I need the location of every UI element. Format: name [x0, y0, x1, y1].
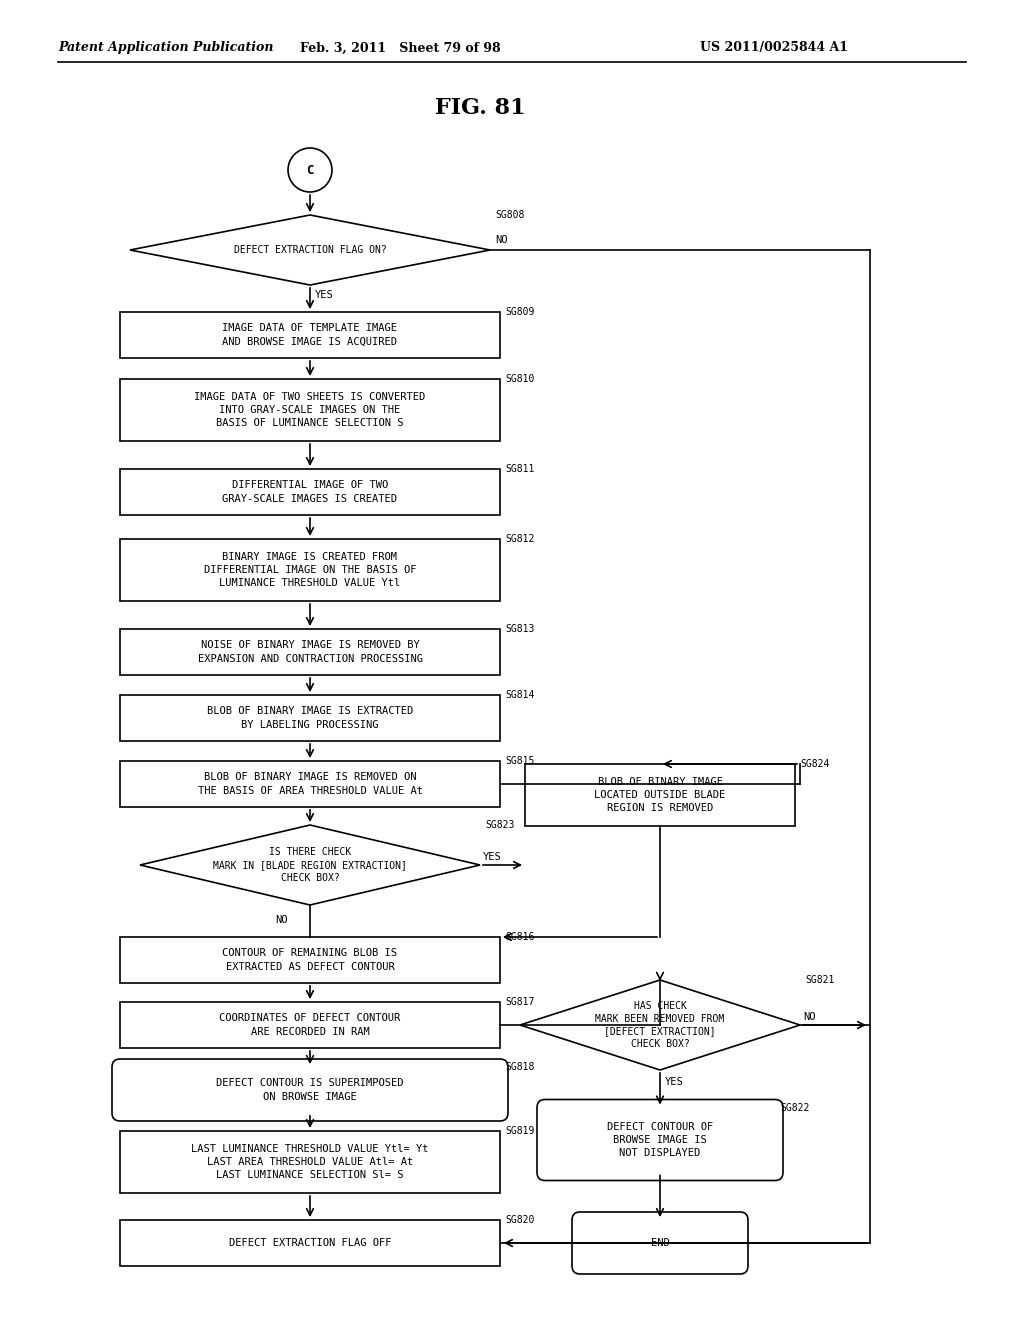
Bar: [120, 1002, 500, 1048]
Text: Patent Application Publication: Patent Application Publication: [58, 41, 273, 54]
Text: IS THERE CHECK
MARK IN [BLADE REGION EXTRACTION]
CHECK BOX?: IS THERE CHECK MARK IN [BLADE REGION EXT…: [213, 847, 407, 883]
Text: SG816: SG816: [505, 932, 535, 942]
Circle shape: [288, 148, 332, 191]
Bar: [120, 379, 500, 441]
Text: NO: NO: [803, 1012, 815, 1022]
Text: SG813: SG813: [505, 624, 535, 634]
Text: YES: YES: [483, 851, 502, 862]
Text: SG819: SG819: [505, 1126, 535, 1137]
Polygon shape: [130, 215, 490, 285]
Text: NO: NO: [495, 235, 508, 246]
Text: NOISE OF BINARY IMAGE IS REMOVED BY
EXPANSION AND CONTRACTION PROCESSING: NOISE OF BINARY IMAGE IS REMOVED BY EXPA…: [198, 640, 423, 664]
Text: SG815: SG815: [505, 756, 535, 766]
Bar: [525, 764, 795, 826]
Text: SG823: SG823: [485, 820, 514, 830]
Text: NO: NO: [275, 915, 288, 925]
Bar: [120, 539, 500, 601]
Text: YES: YES: [665, 1077, 684, 1086]
Bar: [120, 937, 500, 983]
Text: HAS CHECK
MARK BEEN REMOVED FROM
[DEFECT EXTRACTION]
CHECK BOX?: HAS CHECK MARK BEEN REMOVED FROM [DEFECT…: [595, 1001, 725, 1049]
Text: BINARY IMAGE IS CREATED FROM
DIFFERENTIAL IMAGE ON THE BASIS OF
LUMINANCE THRESH: BINARY IMAGE IS CREATED FROM DIFFERENTIA…: [204, 552, 416, 589]
Text: BLOB OF BINARY IMAGE
LOCATED OUTSIDE BLADE
REGION IS REMOVED: BLOB OF BINARY IMAGE LOCATED OUTSIDE BLA…: [594, 776, 726, 813]
Text: DEFECT CONTOUR OF
BROWSE IMAGE IS
NOT DISPLAYED: DEFECT CONTOUR OF BROWSE IMAGE IS NOT DI…: [607, 1122, 713, 1158]
Text: C: C: [306, 164, 313, 177]
Text: DEFECT CONTOUR IS SUPERIMPOSED
ON BROWSE IMAGE: DEFECT CONTOUR IS SUPERIMPOSED ON BROWSE…: [216, 1078, 403, 1102]
FancyBboxPatch shape: [572, 1212, 748, 1274]
Text: SG817: SG817: [505, 997, 535, 1007]
Text: COORDINATES OF DEFECT CONTOUR
ARE RECORDED IN RAM: COORDINATES OF DEFECT CONTOUR ARE RECORD…: [219, 1014, 400, 1036]
Text: SG822: SG822: [780, 1104, 809, 1113]
Polygon shape: [520, 979, 800, 1071]
Text: DEFECT EXTRACTION FLAG OFF: DEFECT EXTRACTION FLAG OFF: [228, 1238, 391, 1247]
Polygon shape: [140, 825, 480, 906]
Text: SG820: SG820: [505, 1214, 535, 1225]
Bar: [120, 1131, 500, 1193]
Text: YES: YES: [315, 290, 334, 300]
Text: SG824: SG824: [800, 759, 829, 770]
Text: US 2011/0025844 A1: US 2011/0025844 A1: [700, 41, 848, 54]
Text: DIFFERENTIAL IMAGE OF TWO
GRAY-SCALE IMAGES IS CREATED: DIFFERENTIAL IMAGE OF TWO GRAY-SCALE IMA…: [222, 480, 397, 504]
Text: SG821: SG821: [805, 975, 835, 985]
Text: SG808: SG808: [495, 210, 524, 220]
Text: FIG. 81: FIG. 81: [434, 96, 525, 119]
Bar: [120, 1220, 500, 1266]
Text: SG810: SG810: [505, 374, 535, 384]
Text: DEFECT EXTRACTION FLAG ON?: DEFECT EXTRACTION FLAG ON?: [233, 246, 386, 255]
Text: LAST LUMINANCE THRESHOLD VALUE Ytl= Yt
LAST AREA THRESHOLD VALUE Atl= At
LAST LU: LAST LUMINANCE THRESHOLD VALUE Ytl= Yt L…: [191, 1144, 429, 1180]
Text: IMAGE DATA OF TWO SHEETS IS CONVERTED
INTO GRAY-SCALE IMAGES ON THE
BASIS OF LUM: IMAGE DATA OF TWO SHEETS IS CONVERTED IN…: [195, 392, 426, 428]
Bar: [120, 469, 500, 515]
Text: SG812: SG812: [505, 535, 535, 544]
Text: SG809: SG809: [505, 308, 535, 317]
FancyBboxPatch shape: [537, 1100, 783, 1180]
Bar: [120, 630, 500, 675]
Text: SG818: SG818: [505, 1063, 535, 1072]
FancyBboxPatch shape: [112, 1059, 508, 1121]
Text: IMAGE DATA OF TEMPLATE IMAGE
AND BROWSE IMAGE IS ACQUIRED: IMAGE DATA OF TEMPLATE IMAGE AND BROWSE …: [222, 323, 397, 347]
Bar: [120, 762, 500, 807]
Text: SG814: SG814: [505, 690, 535, 700]
Text: SG811: SG811: [505, 465, 535, 474]
Text: BLOB OF BINARY IMAGE IS REMOVED ON
THE BASIS OF AREA THRESHOLD VALUE At: BLOB OF BINARY IMAGE IS REMOVED ON THE B…: [198, 772, 423, 796]
Text: Feb. 3, 2011   Sheet 79 of 98: Feb. 3, 2011 Sheet 79 of 98: [300, 41, 501, 54]
Text: CONTOUR OF REMAINING BLOB IS
EXTRACTED AS DEFECT CONTOUR: CONTOUR OF REMAINING BLOB IS EXTRACTED A…: [222, 948, 397, 972]
Text: BLOB OF BINARY IMAGE IS EXTRACTED
BY LABELING PROCESSING: BLOB OF BINARY IMAGE IS EXTRACTED BY LAB…: [207, 706, 413, 730]
Bar: [120, 696, 500, 741]
Text: END: END: [650, 1238, 670, 1247]
Bar: [120, 312, 500, 358]
